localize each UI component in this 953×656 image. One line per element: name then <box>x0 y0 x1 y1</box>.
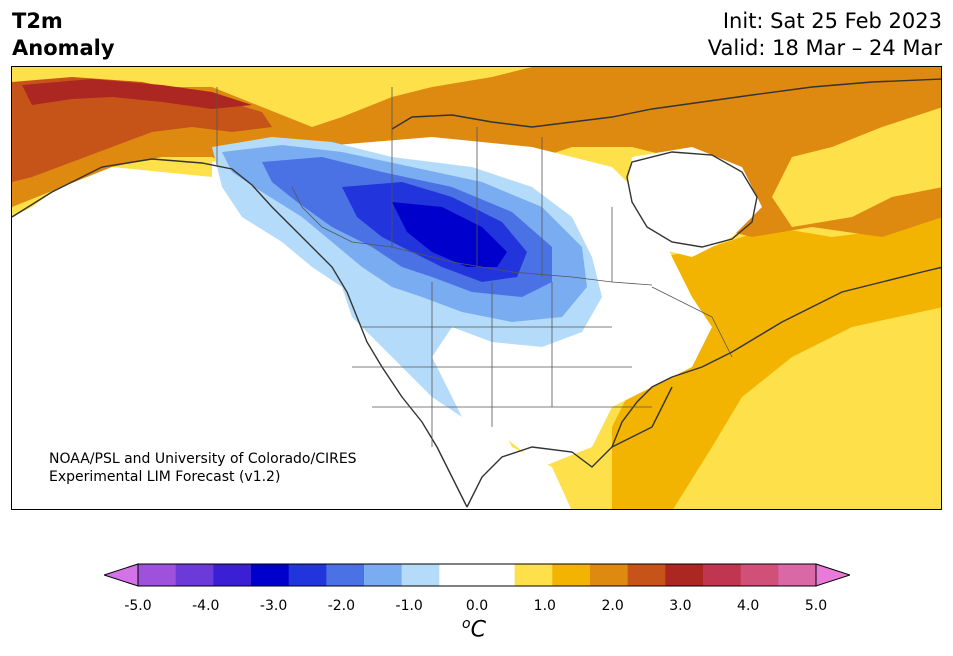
title-line-2: Anomaly <box>12 36 115 60</box>
colorbar-tick-label: 4.0 <box>737 598 760 614</box>
colorbar-tick-label: -5.0 <box>124 598 152 614</box>
init-date: Init: Sat 25 Feb 2023 <box>722 9 942 33</box>
anomaly-fill-deep-blue <box>392 202 507 267</box>
colorbar-frame <box>137 563 817 587</box>
colorbar-segment <box>627 564 666 586</box>
map-credit: NOAA/PSL and University of Colorado/CIRE… <box>49 450 357 486</box>
colorbar-tick-label: -3.0 <box>259 598 288 614</box>
colorbar-tick-label: 5.0 <box>804 598 828 614</box>
colorbar-segment <box>364 564 403 586</box>
colorbar-segment <box>175 564 214 586</box>
colorbar-segment <box>665 564 704 586</box>
colorbar-svg <box>104 563 850 587</box>
colorbar-segment <box>590 564 629 586</box>
colorbar-unit: oC <box>462 616 486 642</box>
unit-letter: C <box>470 617 486 643</box>
unit-degree: o <box>462 616 471 632</box>
colorbar-tick-label: 2.0 <box>601 598 624 614</box>
colorbar-segment <box>138 564 177 586</box>
colorbar <box>104 563 850 587</box>
colorbar-segment <box>778 564 817 586</box>
map-canvas <box>12 67 941 509</box>
colorbar-segment <box>552 564 591 586</box>
colorbar-tick-label: -4.0 <box>192 598 220 614</box>
colorbar-tick-label: 3.0 <box>669 598 692 614</box>
credit-line-1: NOAA/PSL and University of Colorado/CIRE… <box>49 451 357 467</box>
title-line-1: T2m <box>12 9 63 33</box>
colorbar-segment <box>703 564 742 586</box>
coastlines <box>12 78 941 508</box>
anomaly-fill-red <box>22 79 252 109</box>
anomaly-fill-orange-northeast <box>612 217 941 509</box>
colorbar-segment <box>477 564 516 586</box>
colorbar-segment <box>401 564 440 586</box>
map-title: T2m Anomaly <box>12 8 115 62</box>
colorbar-segment <box>439 564 478 586</box>
colorbar-segment <box>514 564 553 586</box>
colorbar-tick-label: -1.0 <box>395 598 423 614</box>
colorbar-extend-low <box>104 563 139 587</box>
colorbar-extend-high <box>815 563 850 587</box>
colorbar-segment <box>326 564 365 586</box>
colorbar-tick-label: 1.0 <box>533 598 556 614</box>
colorbar-tick-label: -2.0 <box>327 598 356 614</box>
colorbar-tick-label: 0.0 <box>465 598 489 614</box>
colorbar-segment <box>213 564 252 586</box>
credit-line-2: Experimental LIM Forecast (v1.2) <box>49 469 281 485</box>
colorbar-segment <box>251 564 290 586</box>
forecast-dates: Init: Sat 25 Feb 2023 Valid: 18 Mar – 24… <box>708 8 942 62</box>
borders <box>216 87 733 447</box>
valid-date: Valid: 18 Mar – 24 Mar <box>707 36 942 60</box>
colorbar-segment <box>288 564 327 586</box>
anomaly-map: NOAA/PSL and University of Colorado/CIRE… <box>11 66 942 510</box>
ice-region-hudson <box>622 147 762 257</box>
colorbar-segment <box>740 564 779 586</box>
